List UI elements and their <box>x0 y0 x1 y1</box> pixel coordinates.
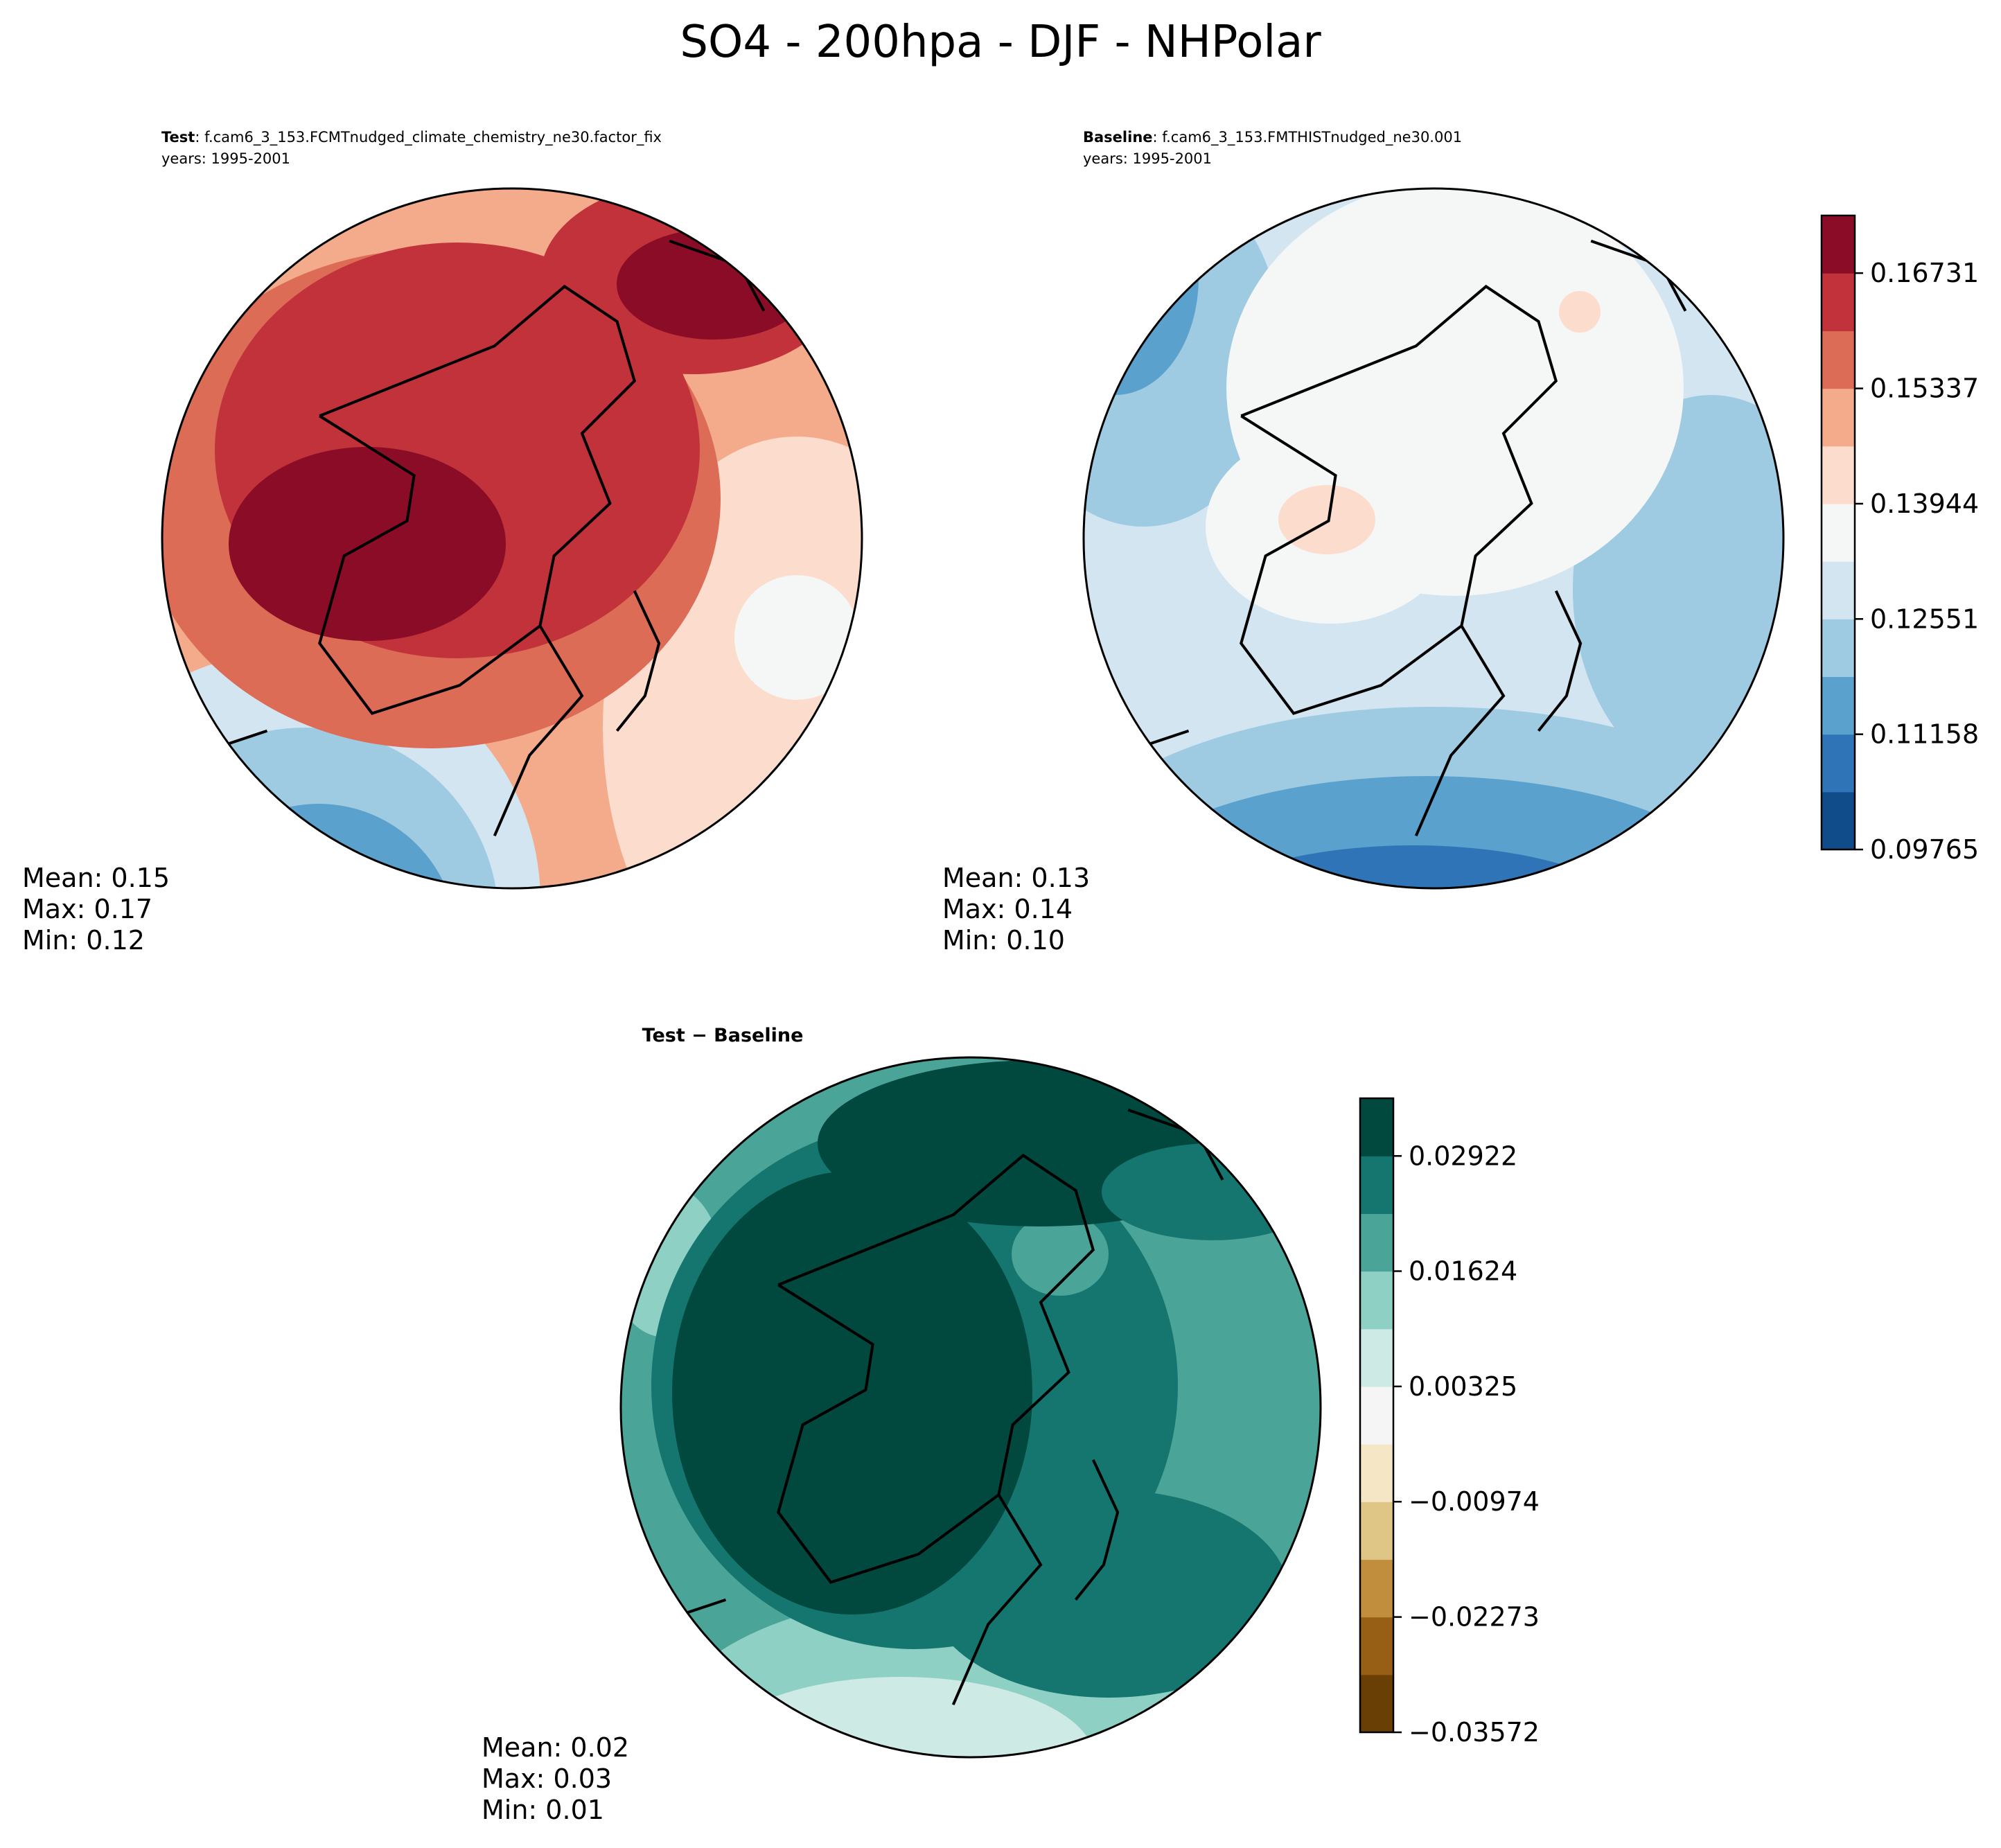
test-years: years: 1995-2001 <box>161 150 290 167</box>
test-label-rest: : f.cam6_3_153.FCMTnudged_climate_chemis… <box>195 129 662 146</box>
baseline-colorbar-tick-label: 0.13944 <box>1870 489 1979 519</box>
difference-field-mid-patch <box>1012 1213 1109 1296</box>
baseline-colorbar-segment <box>1822 676 1855 735</box>
baseline-colorbar-tick-label: 0.15337 <box>1870 373 1979 404</box>
difference-map-border <box>619 1056 1322 1759</box>
baseline-colorbar-segment <box>1822 388 1855 447</box>
difference-colorbar-tick-label: −0.02273 <box>1409 1602 1540 1633</box>
baseline-colorbar-segment <box>1822 734 1855 793</box>
difference-field-mid-2 <box>928 1490 1289 1698</box>
difference-panel-label: Test − Baseline <box>642 1025 804 1046</box>
baseline-stat-min: Min: 0.10 <box>942 925 1065 956</box>
baseline-map-field <box>1084 188 1783 888</box>
test-label-bold: Test <box>161 129 195 146</box>
baseline-field-max-ne <box>1559 291 1601 333</box>
difference-stat-mean: Mean: 0.02 <box>482 1732 629 1763</box>
difference-colorbar-segment <box>1360 1328 1393 1387</box>
difference-colorbar-segment <box>1360 1444 1393 1502</box>
baseline-map-border <box>1082 187 1785 890</box>
test-panel-label: Test: f.cam6_3_153.FCMTnudged_climate_ch… <box>161 129 662 146</box>
baseline-colorbar-segment <box>1822 503 1855 562</box>
difference-panel: Test − Baseline Mean: 0.02 Max: 0.03 Min… <box>482 1025 1540 1825</box>
test-map-border <box>161 187 863 890</box>
difference-colorbar-tick-label: 0.02922 <box>1409 1141 1517 1171</box>
baseline-colorbar-segment <box>1822 619 1855 678</box>
difference-colorbar-segment <box>1360 1271 1393 1330</box>
figure-title: SO4 - 200hpa - DJF - NHPolar <box>680 17 1321 68</box>
difference-stat-max: Max: 0.03 <box>482 1763 612 1794</box>
baseline-colorbar-segment <box>1822 446 1855 504</box>
baseline-colorbar-frame <box>1820 214 1856 851</box>
difference-colorbar-segment <box>1360 1617 1393 1675</box>
baseline-colorbar-segment <box>1822 331 1855 389</box>
baseline-colorbar-segment <box>1822 791 1855 850</box>
baseline-years: years: 1995-2001 <box>1083 150 1212 167</box>
baseline-colorbar-segment <box>1822 215 1855 274</box>
difference-colorbar-segment <box>1360 1559 1393 1618</box>
baseline-panel-label: Baseline: f.cam6_3_153.FMTHISTnudged_ne3… <box>1083 129 1462 146</box>
difference-colorbar-segment <box>1360 1386 1393 1445</box>
test-stat-max: Max: 0.17 <box>22 894 152 924</box>
test-stat-mean: Mean: 0.15 <box>22 863 170 893</box>
difference-colorbar-segment <box>1360 1674 1393 1733</box>
baseline-stat-mean: Mean: 0.13 <box>942 863 1090 893</box>
test-stat-min: Min: 0.12 <box>22 925 145 956</box>
difference-colorbar-segment <box>1360 1502 1393 1560</box>
difference-map-field <box>621 1057 1321 1757</box>
baseline-colorbar-tick-label: 0.09765 <box>1870 834 1979 865</box>
baseline-stat-max: Max: 0.14 <box>942 894 1073 924</box>
baseline-colorbar-tick-label: 0.11158 <box>1870 719 1979 750</box>
test-field-white-patch <box>734 575 859 700</box>
baseline-colorbar: 0.16731 0.15337 0.13944 0.12551 0.11158 0.097… <box>1820 214 1979 865</box>
difference-colorbar: 0.02922 0.01624 0.00325 −0.00974 −0.02273 −0.… <box>1359 1097 1540 1748</box>
difference-colorbar-tick-label: −0.00974 <box>1409 1486 1540 1517</box>
difference-field-max <box>672 1171 1032 1614</box>
difference-colorbar-tick-label: 0.00325 <box>1409 1371 1517 1402</box>
baseline-colorbar-segment <box>1822 273 1855 331</box>
baseline-colorbar-segment <box>1822 561 1855 619</box>
difference-colorbar-segment <box>1360 1156 1393 1214</box>
difference-stat-min: Min: 0.01 <box>482 1795 604 1825</box>
baseline-colorbar-tick-label: 0.12551 <box>1870 604 1979 634</box>
baseline-field-max <box>1278 485 1375 554</box>
difference-colorbar-tick-label: −0.03572 <box>1409 1717 1540 1748</box>
baseline-label-rest: : f.cam6_3_153.FMTHISTnudged_ne30.001 <box>1153 129 1463 146</box>
difference-colorbar-frame <box>1359 1097 1395 1734</box>
difference-colorbar-tick-label: 0.01624 <box>1409 1256 1517 1286</box>
baseline-colorbar-tick-label: 0.16731 <box>1870 258 1979 288</box>
difference-colorbar-segment <box>1360 1213 1393 1272</box>
baseline-label-bold: Baseline <box>1083 129 1153 146</box>
difference-colorbar-segment <box>1360 1098 1393 1156</box>
baseline-panel: Baseline: f.cam6_3_153.FMTHISTnudged_ne3… <box>942 129 1979 956</box>
